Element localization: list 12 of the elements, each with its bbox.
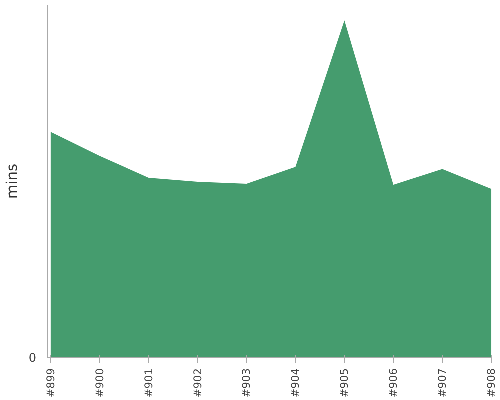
x-tick-label: #903: [240, 368, 254, 398]
x-tick-label: #908: [485, 368, 498, 398]
x-tick-label: #906: [387, 368, 400, 398]
text: 0: [28, 351, 37, 365]
x-tick-label: #904: [289, 368, 302, 398]
x-tick-label: #901: [142, 368, 156, 398]
x-tick-label: #907: [436, 368, 450, 398]
x-tick-label: #905: [338, 368, 352, 398]
y-axis-title: mins: [4, 164, 21, 200]
x-tick-label: #899: [44, 368, 58, 398]
x-tick-label: #902: [191, 368, 204, 398]
x-tick-label: #900: [93, 368, 106, 398]
